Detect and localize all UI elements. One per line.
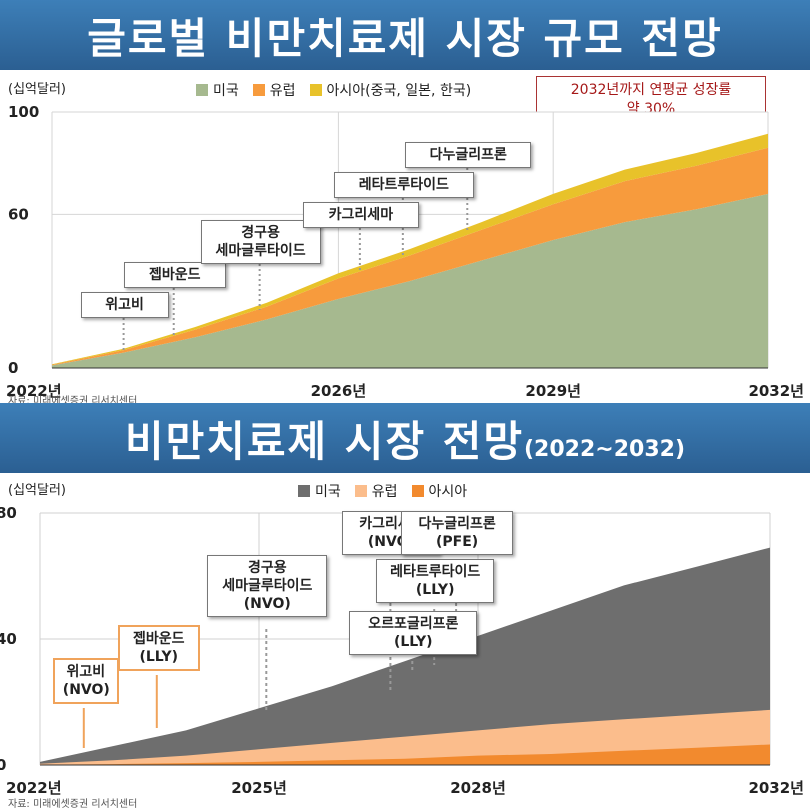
chart-bottom-unit: (십억달러) <box>8 483 66 498</box>
callout-label: 젭바운드 (LLY) <box>117 625 200 671</box>
chart-bottom-title-text: 비만치료제 시장 전망 <box>124 416 524 466</box>
callout-label: 경구용 세마글루타이드 <box>200 220 321 264</box>
chart-bottom-panel: 비만치료제 시장 전망(2022~2032) (십억달러) 미국 유럽 아시아 … <box>0 403 810 810</box>
legend-item-eu: 유럽 <box>354 481 398 501</box>
chart-top-banner: 글로벌 비만치료제 시장 규모 전망 <box>0 0 810 70</box>
legend-item-us: 미국 <box>298 481 341 501</box>
area-series-0 <box>40 547 770 765</box>
legend-item-eu: 유럽 <box>252 80 296 100</box>
x-tick-label: 2025년 <box>231 779 287 797</box>
area-series-1 <box>52 147 768 366</box>
chart-bottom-title: 비만치료제 시장 전망(2022~2032) <box>125 408 685 469</box>
x-tick-label: 2032년 <box>748 779 804 797</box>
chart-top-title: 글로벌 비만치료제 시장 규모 전망 <box>87 13 723 63</box>
legend-item-asia: 아시아 <box>411 481 468 501</box>
legend-item-us: 미국 <box>196 80 239 100</box>
area-series-0 <box>52 193 768 368</box>
legend-label: 유럽 <box>371 484 398 500</box>
chart-top-unit: (십억달러) <box>8 82 66 97</box>
chart-bottom-legend: 미국 유럽 아시아 <box>298 481 467 501</box>
source-note: 자료: 미래에셋증권 리서치센터 <box>8 396 138 407</box>
chart-bottom-banner: 비만치료제 시장 전망(2022~2032) <box>0 403 810 473</box>
x-tick-label: 2022년 <box>6 779 62 797</box>
callout-label: 젭바운드 <box>123 262 226 288</box>
callout-label: 레타트루타이드 <box>333 172 474 198</box>
y-tick-label: 60 <box>8 205 29 223</box>
x-tick-label: 2029년 <box>525 382 581 400</box>
legend-label: 유럽 <box>269 83 296 99</box>
y-tick-label: 100 <box>8 103 39 121</box>
x-tick-label: 2028년 <box>450 779 506 797</box>
callout-label: 위고비 <box>80 292 169 318</box>
chart-bottom-subtitle: (2022~2032) <box>524 436 686 462</box>
chart-top-panel: 글로벌 비만치료제 시장 규모 전망 (십억달러) 미국 유럽 아시아(중국, … <box>0 0 810 407</box>
area-series-1 <box>40 709 770 765</box>
legend-label: 아시아(중국, 일본, 한국) <box>326 83 472 99</box>
callout-label: 위고비 (NVO) <box>52 658 119 704</box>
chart-top-plot: 100 60 0 2022년 2026년 2029년 2032년 <box>6 103 804 400</box>
legend-label: 미국 <box>315 484 341 500</box>
x-tick-label: 2026년 <box>311 382 367 400</box>
callout-label: 카그리세마 <box>302 202 419 228</box>
legend-label: 미국 <box>213 83 239 99</box>
y-tick-label: 40 <box>0 630 17 648</box>
y-tick-label: 80 <box>0 504 17 522</box>
x-tick-label: 2032년 <box>748 382 804 400</box>
callout-label: 레타트루타이드 (LLY) <box>376 559 495 603</box>
legend-item-asia: 아시아(중국, 일본, 한국) <box>309 80 472 100</box>
chart-top-legend: 미국 유럽 아시아(중국, 일본, 한국) <box>196 80 471 100</box>
callout-label: 경구용 세마글루타이드 (NVO) <box>207 555 328 617</box>
legend-label: 아시아 <box>428 484 468 500</box>
callout-label: 다누글리프론 <box>405 142 532 168</box>
callout-label: 오르포글리프론 (LLY) <box>349 611 478 655</box>
y-tick-label: 0 <box>0 756 6 774</box>
area-series-2 <box>52 133 768 365</box>
x-tick-label: 2022년 <box>6 382 62 400</box>
callout-label: 다누글리프론 (PFE) <box>401 511 514 555</box>
y-tick-label: 0 <box>8 359 18 377</box>
area-series-2 <box>40 744 770 765</box>
